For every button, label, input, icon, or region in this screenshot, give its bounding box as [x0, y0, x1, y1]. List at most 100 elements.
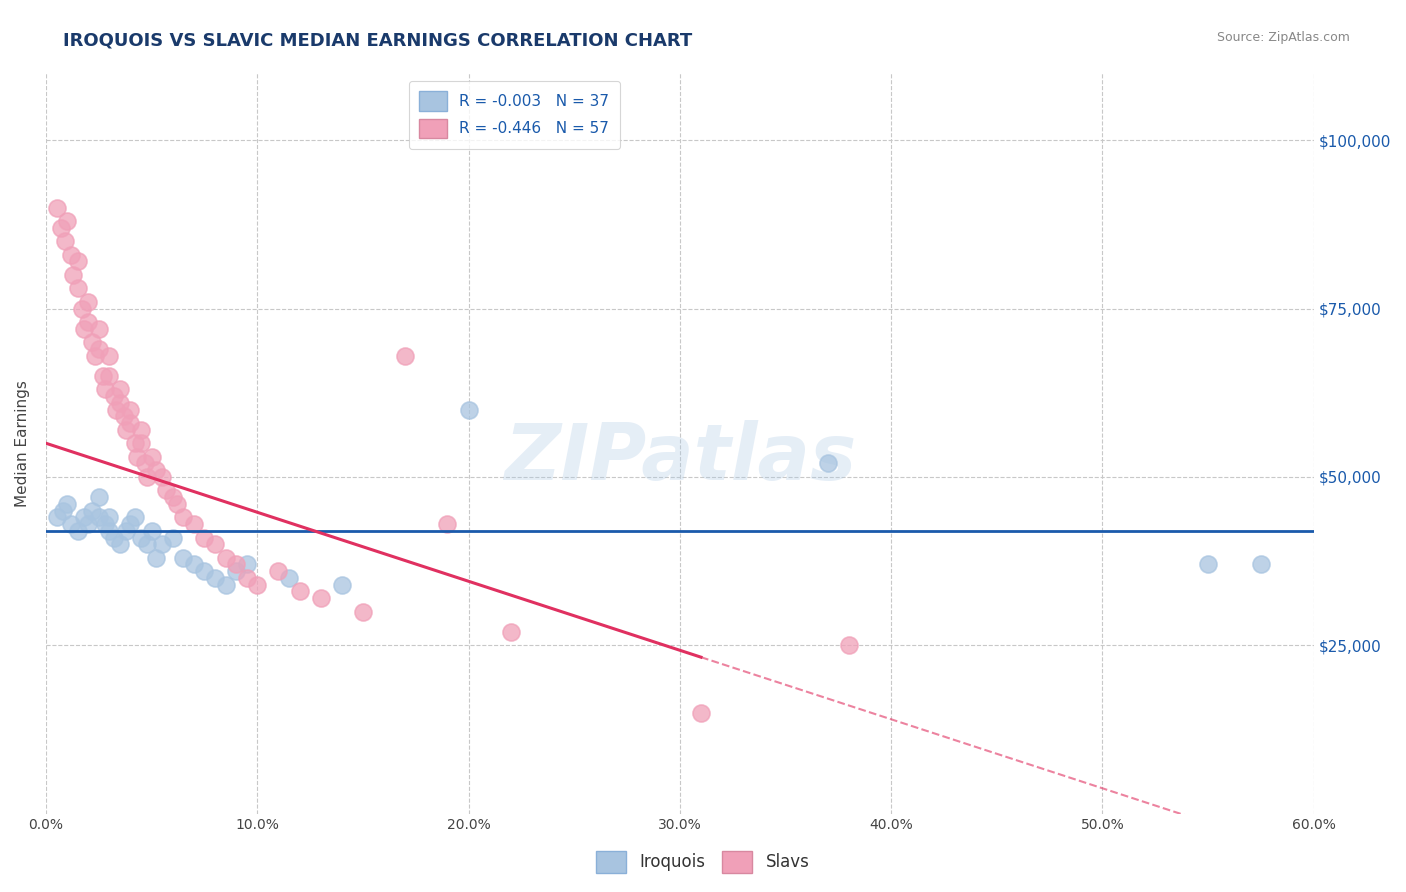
Point — [108, 396, 131, 410]
Point — [52, 503, 75, 517]
Point — [193, 564, 215, 578]
Point — [214, 550, 236, 565]
Text: IROQUOIS VS SLAVIC MEDIAN EARNINGS CORRELATION CHART: IROQUOIS VS SLAVIC MEDIAN EARNINGS CORRE… — [63, 31, 693, 49]
Point — [150, 537, 173, 551]
Point — [108, 383, 131, 397]
Point — [73, 322, 96, 336]
Point — [103, 531, 125, 545]
Point — [87, 322, 110, 336]
Point — [66, 281, 89, 295]
Point — [73, 510, 96, 524]
Point — [204, 537, 226, 551]
Point — [45, 201, 67, 215]
Point — [136, 470, 159, 484]
Point — [120, 402, 142, 417]
Point — [235, 558, 257, 572]
Point — [172, 510, 194, 524]
Point — [129, 531, 152, 545]
Point — [183, 516, 205, 531]
Point — [82, 335, 104, 350]
Point — [162, 490, 184, 504]
Point — [87, 490, 110, 504]
Point — [45, 510, 67, 524]
Text: Source: ZipAtlas.com: Source: ZipAtlas.com — [1216, 31, 1350, 45]
Point — [330, 577, 353, 591]
Point — [246, 577, 269, 591]
Point — [309, 591, 332, 606]
Point — [98, 368, 121, 383]
Point — [166, 497, 188, 511]
Point — [115, 524, 138, 538]
Point — [83, 349, 105, 363]
Point — [62, 268, 84, 282]
Point — [141, 524, 163, 538]
Point — [87, 510, 110, 524]
Point — [56, 497, 79, 511]
Point — [193, 531, 215, 545]
Point — [120, 416, 142, 430]
Point — [136, 537, 159, 551]
Point — [499, 624, 522, 639]
Point — [817, 457, 839, 471]
Point — [436, 516, 458, 531]
Point — [56, 214, 79, 228]
Point — [124, 510, 146, 524]
Point — [70, 301, 93, 316]
Point — [98, 510, 121, 524]
Point — [394, 349, 416, 363]
Legend: Iroquois, Slavs: Iroquois, Slavs — [589, 845, 817, 880]
Legend: R = -0.003   N = 37, R = -0.446   N = 57: R = -0.003 N = 37, R = -0.446 N = 57 — [409, 80, 620, 149]
Point — [129, 423, 152, 437]
Point — [235, 571, 257, 585]
Point — [1250, 558, 1272, 572]
Y-axis label: Median Earnings: Median Earnings — [15, 380, 30, 507]
Point — [49, 220, 72, 235]
Point — [60, 248, 83, 262]
Point — [183, 558, 205, 572]
Point — [87, 342, 110, 356]
Point — [214, 577, 236, 591]
Point — [352, 605, 374, 619]
Point — [129, 436, 152, 450]
Point — [112, 409, 135, 424]
Point — [134, 457, 156, 471]
Point — [278, 571, 301, 585]
Point — [120, 516, 142, 531]
Point — [103, 389, 125, 403]
Point — [98, 524, 121, 538]
Point — [457, 402, 479, 417]
Point — [124, 436, 146, 450]
Point — [141, 450, 163, 464]
Point — [204, 571, 226, 585]
Point — [94, 516, 117, 531]
Point — [77, 516, 100, 531]
Point — [225, 564, 247, 578]
Point — [82, 503, 104, 517]
Point — [267, 564, 290, 578]
Point — [66, 524, 89, 538]
Point — [225, 558, 247, 572]
Point — [145, 463, 167, 477]
Point — [60, 516, 83, 531]
Point — [94, 383, 117, 397]
Point — [77, 315, 100, 329]
Point — [108, 537, 131, 551]
Point — [145, 550, 167, 565]
Point — [115, 423, 138, 437]
Point — [690, 706, 713, 720]
Point — [66, 254, 89, 268]
Point — [150, 470, 173, 484]
Point — [838, 638, 860, 652]
Point — [1197, 558, 1219, 572]
Point — [104, 402, 127, 417]
Point — [288, 584, 311, 599]
Point — [98, 349, 121, 363]
Point — [155, 483, 177, 498]
Point — [91, 368, 114, 383]
Point — [77, 294, 100, 309]
Point — [53, 235, 76, 249]
Point — [162, 531, 184, 545]
Text: ZIPatlas: ZIPatlas — [503, 420, 856, 496]
Point — [125, 450, 148, 464]
Point — [172, 550, 194, 565]
